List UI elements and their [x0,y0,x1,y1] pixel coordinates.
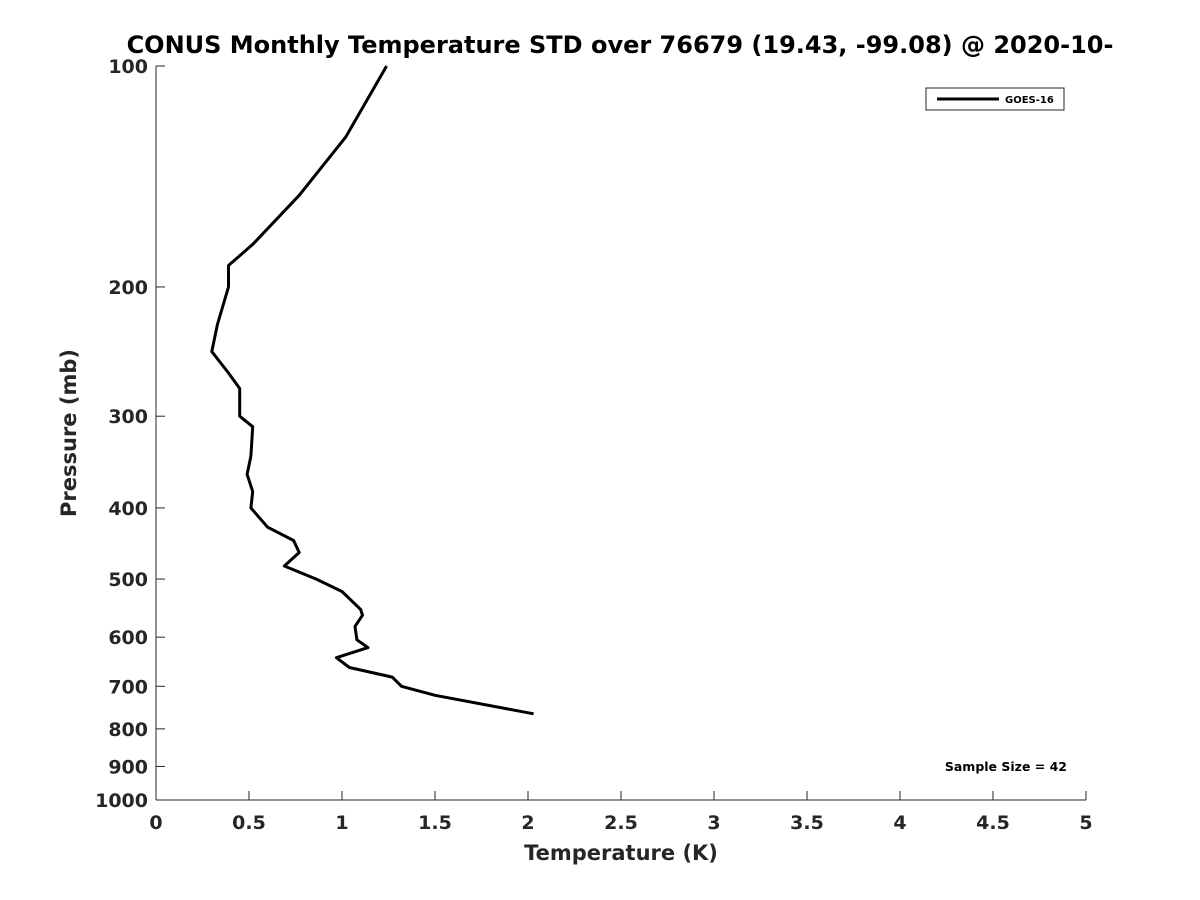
y-tick-label: 400 [108,498,148,520]
x-tick-label: 2.5 [604,812,638,834]
y-tick-label: 300 [108,406,148,428]
y-tick-label: 1000 [95,790,148,812]
sample-size-annotation: Sample Size = 42 [945,759,1067,774]
x-tick-label: 1.5 [418,812,452,834]
y-tick-label: 600 [108,627,148,649]
y-tick-label: 500 [108,569,148,591]
legend-label-goes-16: GOES-16 [1005,95,1054,106]
y-tick-label: 100 [108,56,148,78]
x-tick-label: 0.5 [232,812,266,834]
x-tick-label: 1 [335,812,348,834]
x-tick-label: 4 [893,812,906,834]
x-tick-label: 3.5 [790,812,824,834]
x-tick-label: 3 [707,812,720,834]
series-layer [210,65,534,716]
y-tick-label: 800 [108,719,148,741]
x-tick-label: 2 [521,812,534,834]
x-tick-label: 5 [1079,812,1092,834]
y-axis-ticks: 100 200 300 400 500 600 700 800 900 1000 [95,56,165,812]
x-axis-label: Temperature (K) [524,841,718,865]
x-tick-label: 0 [149,812,162,834]
legend: GOES-16 [925,87,1065,111]
x-axis-ticks: 0 0.5 1 1.5 2 2.5 3 3.5 4 4.5 5 [149,791,1093,834]
y-tick-label: 700 [108,676,148,698]
chart-title: CONUS Monthly Temperature STD over 76679… [127,31,1114,59]
x-tick-label: 4.5 [976,812,1010,834]
y-axis-label: Pressure (mb) [57,349,81,517]
series-line-goes-16 [210,65,534,716]
y-tick-label: 200 [108,277,148,299]
y-tick-label: 900 [108,756,148,778]
